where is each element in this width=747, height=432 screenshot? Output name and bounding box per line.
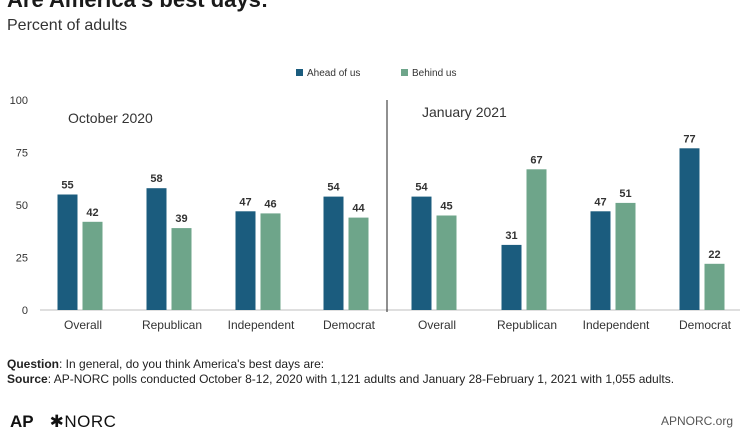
bar-behind: [704, 263, 725, 310]
legend-swatch: [401, 69, 408, 76]
chart-title: Are America's best days:: [7, 0, 268, 13]
data-label: 54: [327, 182, 340, 194]
bar-chart: 0 25 50 75 100 Ahead of us Behind us October 20…: [10, 68, 740, 332]
question-note: Question: In general, do you think Ameri…: [7, 357, 707, 372]
data-label: 55: [61, 180, 73, 192]
bar-behind: [436, 215, 457, 310]
y-tick-label: 75: [16, 148, 28, 160]
bar-behind: [348, 217, 369, 310]
legend-swatch: [296, 69, 303, 76]
bar-behind: [82, 221, 103, 310]
y-tick-label: 50: [16, 200, 28, 212]
site-link[interactable]: APNORC.org: [660, 414, 733, 428]
x-tick-label: Democrat: [323, 318, 376, 332]
data-label: 39: [175, 213, 187, 225]
data-label: 67: [530, 154, 542, 166]
chart-subtitle: Percent of adults: [7, 17, 128, 34]
data-label: 31: [505, 230, 517, 242]
data-label: 77: [683, 133, 695, 145]
x-tick-label: Republican: [142, 318, 202, 332]
data-label: 45: [440, 201, 452, 213]
bar-behind: [526, 169, 547, 310]
ap-norc-logo: AP ✱NORC: [10, 412, 116, 432]
data-label: 51: [619, 188, 631, 200]
data-label: 44: [352, 203, 365, 215]
x-tick-label: Republican: [497, 318, 557, 332]
bar-ahead: [679, 148, 700, 310]
x-tick-label: Overall: [64, 318, 102, 332]
bar-behind: [260, 213, 281, 310]
x-tick-label: Democrat: [679, 318, 732, 332]
data-label: 47: [594, 196, 606, 208]
bar-ahead: [146, 188, 167, 310]
y-tick-label: 25: [16, 253, 28, 265]
data-label: 22: [708, 249, 720, 261]
data-label: 42: [86, 207, 98, 219]
bar-ahead: [323, 196, 344, 310]
y-tick-label: 0: [22, 305, 28, 317]
x-tick-label: Independent: [583, 318, 650, 332]
legend-label: Behind us: [412, 68, 456, 79]
data-label: 54: [415, 182, 428, 194]
bar-behind: [615, 202, 636, 310]
norc-logo-text: ✱NORC: [49, 412, 117, 431]
x-tick-label: Independent: [228, 318, 295, 332]
panel-label: October 2020: [68, 110, 153, 126]
source-label: Source: [7, 372, 48, 386]
legend-label: Ahead of us: [307, 68, 360, 79]
ap-logo-text: AP: [10, 412, 34, 431]
panel-label: January 2021: [422, 104, 507, 120]
bar-ahead: [411, 196, 432, 310]
question-text: : In general, do you think America's bes…: [59, 357, 325, 371]
source-text: : AP-NORC polls conducted October 8-12, …: [47, 372, 675, 386]
question-label: Question: [7, 357, 60, 371]
data-label: 46: [264, 198, 276, 210]
source-note: Source: AP-NORC polls conducted October …: [7, 372, 687, 387]
x-tick-label: Overall: [418, 318, 456, 332]
data-label: 47: [239, 196, 251, 208]
bar-ahead: [235, 211, 256, 310]
bar-ahead: [501, 244, 522, 310]
bar-ahead: [590, 211, 611, 310]
bar-behind: [171, 228, 192, 310]
y-tick-label: 100: [10, 95, 28, 107]
data-label: 58: [150, 173, 162, 185]
bar-ahead: [57, 194, 78, 310]
